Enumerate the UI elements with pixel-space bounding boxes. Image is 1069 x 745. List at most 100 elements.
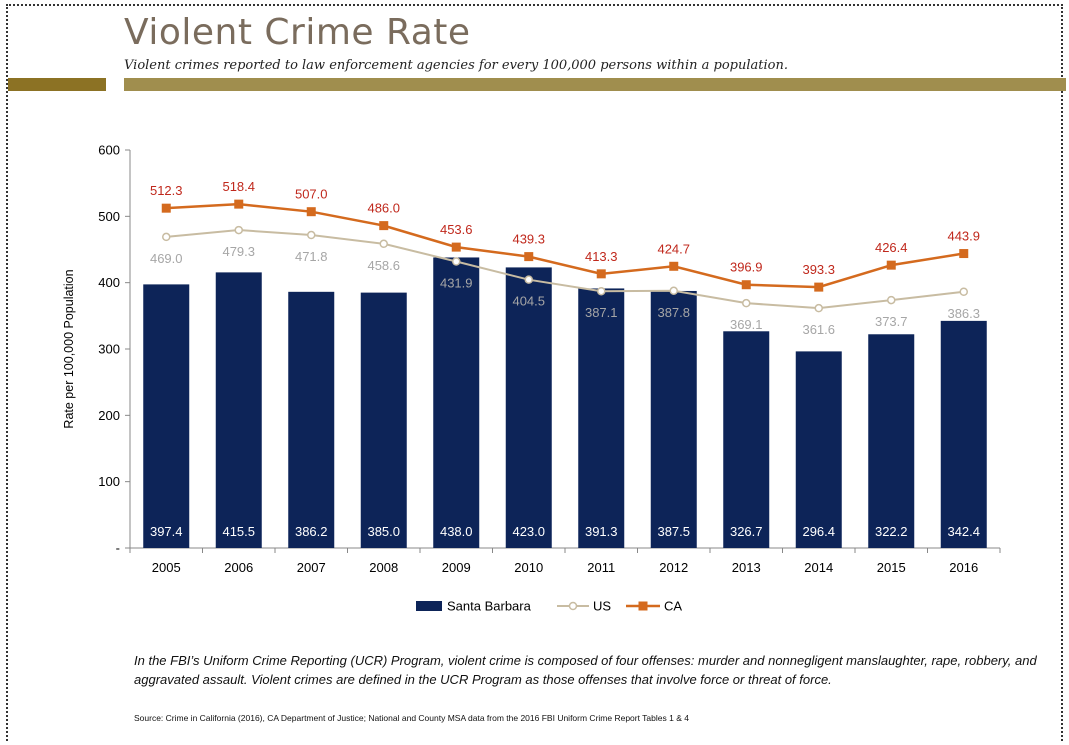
bar-santa-barbara: [578, 288, 625, 548]
bar-value-label: 415.5: [222, 524, 255, 539]
ca-value-label: 396.9: [730, 260, 763, 275]
x-tick-label: 2013: [732, 560, 761, 575]
marker-ca: [596, 269, 606, 279]
ca-value-label: 426.4: [875, 240, 908, 255]
us-value-label: 387.8: [657, 305, 690, 320]
x-tick-label: 2007: [297, 560, 326, 575]
us-value-label: 373.7: [875, 314, 908, 329]
us-value-label: 479.3: [222, 244, 255, 259]
y-tick-label: 600: [98, 143, 120, 158]
marker-ca: [161, 203, 171, 213]
ca-value-label: 393.3: [802, 262, 835, 277]
bar-value-label: 296.4: [802, 524, 835, 539]
x-tick-label: 2016: [949, 560, 978, 575]
ca-value-label: 453.6: [440, 222, 473, 237]
bar-value-label: 438.0: [440, 524, 473, 539]
marker-us: [814, 303, 823, 313]
marker-us: [524, 275, 533, 284]
y-tick-label: -: [116, 541, 120, 556]
page-frame: [6, 4, 1063, 741]
marker-us: [379, 239, 388, 249]
legend-label-us: US: [593, 599, 611, 614]
x-tick-label: 2008: [369, 560, 398, 575]
marker-ca: [451, 242, 461, 252]
header-rule-right: [124, 78, 1066, 91]
legend-marker-ca: [638, 601, 648, 611]
bar-santa-barbara: [288, 291, 335, 548]
marker-ca: [814, 282, 824, 292]
legend-swatch-santa-barbara: [416, 601, 442, 611]
x-tick-label: 2009: [442, 560, 471, 575]
marker-ca: [959, 249, 969, 259]
marker-ca: [669, 261, 679, 271]
bar-santa-barbara: [795, 351, 842, 548]
legend-marker-us: [568, 601, 578, 611]
marker-us: [234, 225, 243, 235]
x-tick-label: 2006: [224, 560, 253, 575]
us-value-label: 469.0: [150, 251, 183, 266]
marker-us: [669, 286, 678, 296]
line-ca: [166, 202, 964, 289]
marker-ca: [741, 280, 751, 290]
y-tick-label: 400: [98, 275, 120, 290]
marker-ca: [306, 207, 316, 217]
x-tick-label: 2010: [514, 560, 543, 575]
bar-santa-barbara: [433, 257, 480, 548]
marker-us: [307, 230, 316, 240]
us-value-label: 431.9: [440, 276, 473, 291]
bar-value-label: 387.5: [657, 524, 690, 539]
bar-santa-barbara: [940, 320, 987, 548]
y-tick-label: 100: [98, 474, 120, 489]
y-tick-label: 200: [98, 408, 120, 423]
y-tick-label: 300: [98, 342, 120, 357]
marker-ca: [886, 260, 896, 270]
header-rule-left: [8, 78, 106, 91]
bar-santa-barbara: [360, 292, 407, 548]
bar-value-label: 386.2: [295, 524, 328, 539]
bar-value-label: 326.7: [730, 524, 763, 539]
marker-ca: [524, 252, 534, 262]
marker-us: [162, 232, 171, 242]
y-axis-label: Rate per 100,000 Population: [62, 269, 76, 428]
ca-value-label: 424.7: [657, 241, 690, 256]
bar-value-label: 423.0: [512, 524, 545, 539]
marker-ca: [234, 199, 244, 209]
x-tick-label: 2011: [587, 560, 615, 575]
marker-us: [959, 287, 968, 297]
line-us: [166, 229, 964, 310]
x-tick-label: 2015: [877, 560, 906, 575]
y-tick-label: 500: [98, 209, 120, 224]
marker-us: [742, 298, 751, 308]
ca-value-label: 443.9: [947, 229, 980, 244]
legend-label-santa-barbara: Santa Barbara: [447, 599, 532, 614]
x-tick-label: 2012: [659, 560, 688, 575]
x-tick-label: 2005: [152, 560, 181, 575]
bar-value-label: 391.3: [585, 524, 618, 539]
marker-us: [597, 286, 606, 296]
page-title: Violent Crime Rate: [124, 12, 471, 53]
source-note: Source: Crime in California (2016), CA D…: [134, 713, 689, 723]
ca-value-label: 439.3: [512, 232, 545, 247]
us-value-label: 387.1: [585, 305, 618, 320]
bar-santa-barbara: [650, 290, 697, 548]
bar-value-label: 342.4: [947, 524, 980, 539]
bar-value-label: 322.2: [875, 524, 908, 539]
ca-value-label: 507.0: [295, 187, 328, 202]
bar-santa-barbara: [215, 272, 262, 548]
marker-ca: [379, 221, 389, 231]
footnote: In the FBI’s Uniform Crime Reporting (UC…: [134, 653, 1037, 687]
page-subtitle: Violent crimes reported to law enforceme…: [124, 58, 789, 73]
us-value-label: 369.1: [730, 317, 763, 332]
us-value-label: 471.8: [295, 249, 328, 264]
ca-value-label: 512.3: [150, 183, 183, 198]
bar-santa-barbara: [868, 334, 915, 548]
ca-value-label: 518.4: [222, 179, 255, 194]
bar-santa-barbara: [143, 284, 190, 548]
legend-label-ca: CA: [664, 599, 682, 614]
bar-value-label: 397.4: [150, 524, 183, 539]
us-value-label: 458.6: [367, 258, 400, 273]
ca-value-label: 486.0: [367, 201, 400, 216]
us-value-label: 404.5: [512, 294, 545, 309]
bar-santa-barbara: [505, 267, 552, 548]
